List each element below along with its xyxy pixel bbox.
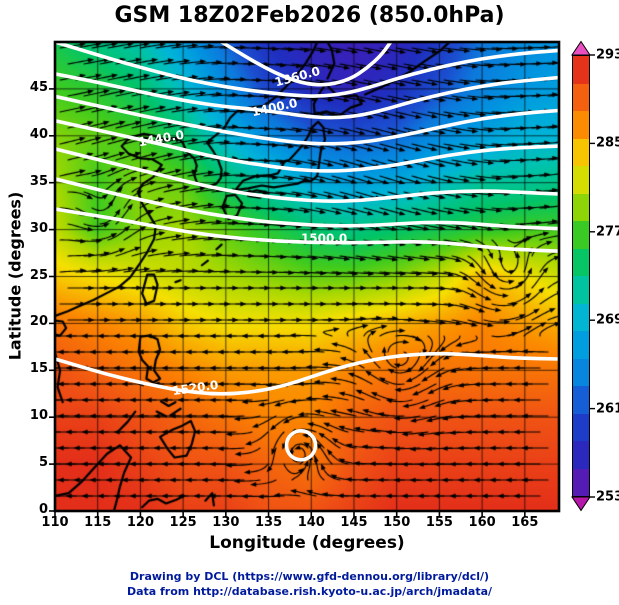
y-axis-title: Latitude (degrees) — [5, 191, 25, 361]
colorbar-band — [573, 248, 589, 276]
contour-line — [55, 72, 559, 120]
contour-line — [55, 42, 559, 98]
x-tick-label: 165 — [511, 515, 539, 530]
colorbar-band — [573, 221, 589, 249]
contour-line — [284, 428, 318, 462]
x-tick-label: 155 — [425, 515, 453, 530]
colorbar-band — [573, 331, 589, 359]
colorbar-band — [573, 386, 589, 414]
colorbar-band — [573, 166, 589, 194]
colorbar-tick-label: 253 — [596, 489, 619, 505]
chart-title: GSM 18Z02Feb2026 (850.0hPa) — [114, 3, 505, 28]
x-tick-label: 145 — [340, 515, 368, 530]
colorbar-tick-label: 285 — [596, 135, 619, 151]
contour-line — [219, 42, 393, 87]
colorbar-tick-label: 269 — [596, 312, 619, 328]
y-tick-label: 10 — [29, 408, 48, 424]
credit-line-2: Data from http://database.rish.kyoto-u.a… — [126, 585, 493, 598]
y-tick-label: 20 — [29, 314, 48, 330]
colorbar-band — [573, 193, 589, 221]
colorbar-over-arrow — [571, 40, 591, 56]
y-tick-label: 0 — [38, 502, 48, 517]
x-tick-label: 140 — [297, 515, 325, 530]
y-tick-label: 25 — [29, 267, 48, 283]
credits: Drawing by DCL (https://www.gfd-dennou.o… — [0, 569, 619, 599]
colorbar-band — [573, 138, 589, 166]
colorbar-tick-label: 293 — [596, 47, 619, 63]
y-tick-label: 35 — [29, 173, 48, 189]
contour-line — [55, 94, 559, 146]
y-tick-label: 5 — [38, 455, 48, 471]
contour-line — [55, 147, 559, 203]
x-tick-label: 110 — [41, 515, 69, 530]
x-tick-label: 125 — [169, 515, 197, 530]
colorbar-band — [573, 303, 589, 331]
colorbar-band — [573, 276, 589, 304]
colorbar-band — [573, 358, 589, 386]
contour-line — [55, 177, 559, 231]
contour-label: 1520.0 — [171, 378, 219, 398]
contour-line — [55, 351, 559, 396]
colorbar-band — [573, 441, 589, 469]
colorbar-band — [573, 56, 589, 84]
colorbar — [572, 55, 590, 497]
x-tick-label: 120 — [126, 515, 154, 530]
height-contours — [55, 42, 559, 462]
credit-line-1: Drawing by DCL (https://www.gfd-dennou.o… — [129, 570, 490, 583]
y-tick-label: 15 — [29, 361, 48, 377]
colorbar-tick-label: 261 — [596, 401, 619, 417]
y-tick-label: 40 — [29, 126, 48, 142]
colorbar-under-arrow — [571, 496, 591, 512]
x-tick-label: 150 — [383, 515, 411, 530]
x-tick-label: 115 — [84, 515, 112, 530]
contour-line — [55, 119, 559, 173]
colorbar-tick-label: 277 — [596, 224, 619, 240]
axis-ticks — [49, 88, 526, 517]
colorbar-band — [573, 111, 589, 139]
y-tick-label: 45 — [29, 79, 48, 95]
colorbar-band — [573, 413, 589, 441]
x-tick-label: 130 — [212, 515, 240, 530]
x-tick-label: 135 — [254, 515, 283, 530]
x-axis-title: Longitude (degrees) — [209, 533, 405, 553]
contour-line — [55, 207, 559, 253]
x-tick-label: 160 — [468, 515, 496, 530]
contour-label: 1500.0 — [301, 232, 347, 246]
colorbar-tick-marks — [590, 54, 595, 498]
y-tick-label: 30 — [29, 220, 48, 236]
colorbar-band — [573, 468, 589, 496]
colorbar-band — [573, 83, 589, 111]
